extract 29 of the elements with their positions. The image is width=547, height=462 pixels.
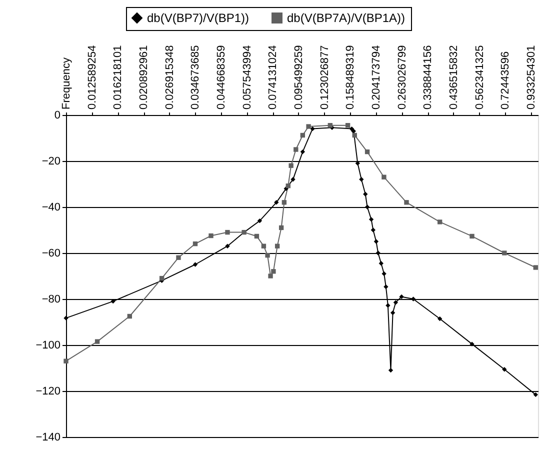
x-tick-label: 0.057543994 [241, 45, 254, 110]
y-tick-label: −100 [36, 340, 60, 352]
x-tick-label: 0.263026799 [396, 45, 408, 110]
x-tick-label: 0.933254301 [525, 45, 538, 110]
x-tick-label: 0.044668359 [216, 45, 228, 110]
x-tick-label: 0.72443596 [500, 51, 512, 110]
legend-label: db(V(BP7A)/V(BP1A)) [287, 11, 406, 25]
legend-label: db(V(BP7)/V(BP1)) [147, 11, 250, 25]
x-tick-label: 0.436515832 [448, 45, 460, 110]
x-tick-label: 0.562341325 [474, 45, 486, 110]
y-tick-label: 0 [54, 110, 60, 122]
y-tick-label: −60 [42, 248, 60, 260]
x-tick-label: 0.034673685 [190, 45, 202, 110]
y-tick-label: −140 [36, 432, 60, 444]
y-tick-label: −20 [42, 156, 60, 168]
y-tick-label: −80 [42, 294, 60, 306]
y-tick-label: −120 [36, 386, 60, 398]
x-tick-label: 0.012589254 [86, 45, 98, 110]
x-tick-label: 0.026915348 [164, 45, 176, 110]
x-tick-label: 0.158489319 [344, 45, 357, 110]
y-tick-label: −40 [42, 202, 60, 214]
x-tick-label: 0.123026877 [318, 45, 331, 110]
x-tick-label: 0.016218101 [112, 45, 124, 110]
x-tick-label: 0.204173794 [370, 45, 382, 110]
x-tick-label: 0.095499259 [292, 45, 305, 110]
x-tick-label: 0.020892961 [138, 45, 150, 110]
x-tick-label: Frequency [60, 57, 72, 110]
x-tick-label: 0.338844156 [422, 45, 434, 110]
x-tick-label: 0.074131024 [267, 45, 280, 110]
